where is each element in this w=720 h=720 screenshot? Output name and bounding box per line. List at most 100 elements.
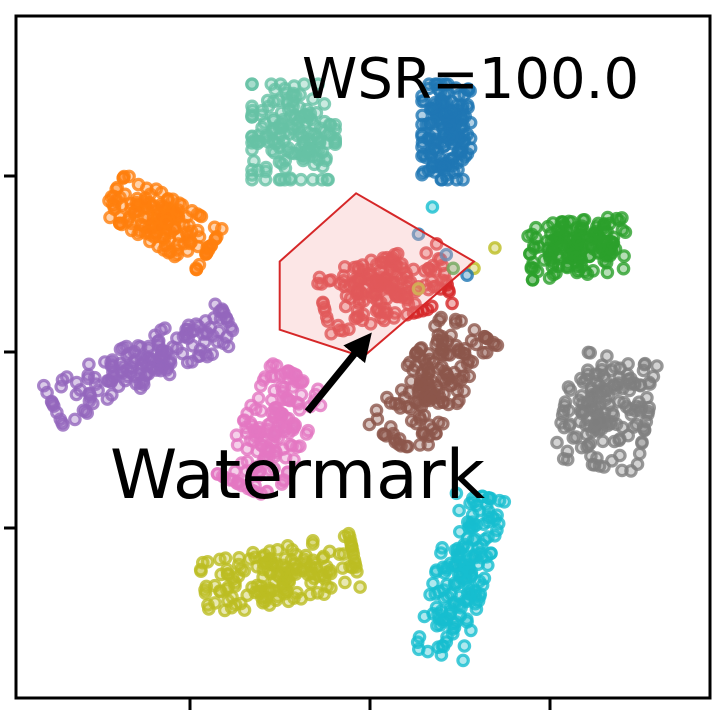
scatter-point-cluster-8 — [246, 545, 260, 560]
scatter-point-cluster-8 — [218, 603, 232, 618]
scatter-point-cluster-9 — [465, 491, 480, 506]
scatter-point-cluster-6 — [256, 373, 271, 387]
scatter-point-cluster-7 — [550, 435, 564, 450]
scatter-point-cluster-1 — [120, 214, 135, 228]
scatter-point-cluster-1 — [189, 262, 204, 277]
scatter-point-cluster-1 — [168, 221, 182, 236]
scatter-point-cluster-5 — [467, 323, 482, 337]
scatter-point-cluster-9 — [426, 576, 440, 591]
scatter-point-cluster-6 — [266, 427, 280, 441]
scatter-point-cluster-3 — [410, 305, 425, 319]
scatter-point-cluster-8 — [305, 537, 320, 551]
scatter-point-cluster-0 — [440, 172, 455, 187]
scatter-point-cluster-4 — [100, 392, 115, 406]
scatter-point-cluster-4 — [68, 412, 82, 427]
scatter-point-cluster-10 — [284, 146, 298, 160]
scatter-point-cluster-5 — [413, 377, 428, 391]
scatter-point-cluster-7 — [612, 432, 627, 446]
scatter-point-cluster-1 — [194, 209, 209, 224]
scatter-point-cluster-3 — [385, 264, 400, 278]
scatter-point-cluster-2 — [525, 227, 539, 242]
scatter-point-cluster-1 — [157, 243, 171, 257]
scatter-point-cluster-6 — [248, 402, 263, 416]
scatter-point-cluster-3 — [381, 280, 396, 295]
scatter-point-cluster-9 — [484, 546, 498, 560]
scatter-point-cluster-10 — [255, 120, 269, 135]
scatter-point-cluster-10 — [258, 164, 273, 179]
scatter-point-cluster-7 — [554, 415, 568, 430]
scatter-point-cluster-3 — [435, 273, 450, 288]
scatter-point-cluster-8 — [346, 547, 361, 562]
scatter-point-cluster-8 — [338, 575, 352, 590]
scatter-point-cluster-6 — [261, 441, 276, 455]
scatter-point-cluster-7 — [621, 357, 635, 371]
scatter-point-cluster-6 — [239, 464, 254, 478]
scatter-point-cluster-5 — [437, 342, 451, 357]
scatter-point-cluster-4 — [120, 369, 135, 384]
scatter-point-cluster-8 — [343, 534, 358, 548]
scatter-point-cluster-5 — [434, 310, 448, 325]
scatter-point-cluster-1 — [128, 205, 142, 219]
scatter-point-cluster-2 — [550, 222, 565, 237]
scatter-point-cluster-6 — [251, 391, 266, 405]
scatter-point-cluster-9 — [434, 546, 448, 560]
scatter-point-cluster-8 — [261, 564, 276, 578]
scatter-point-cluster-1 — [131, 177, 146, 192]
scatter-point-cluster-4 — [216, 336, 231, 351]
scatter-point-cluster-7 — [595, 381, 610, 396]
scatter-point-cluster-10 — [290, 128, 305, 143]
scatter-point-cluster-5 — [437, 387, 451, 401]
scatter-point-cluster-2 — [592, 239, 607, 253]
scatter-point-cluster-2 — [599, 255, 614, 270]
scatter-point-cluster-8 — [240, 588, 254, 602]
scatter-point-cluster-2 — [608, 242, 623, 256]
scatter-point-cluster-3 — [337, 279, 352, 294]
scatter-point-cluster-8 — [307, 571, 321, 586]
scatter-point-cluster-4 — [158, 321, 172, 335]
scatter-point-cluster-7 — [584, 449, 598, 463]
scatter-point-cluster-6 — [263, 416, 278, 431]
scatter-point-cluster-5 — [476, 345, 491, 360]
scatter-point-cluster-10 — [245, 136, 259, 150]
scatter-point-cluster-4 — [46, 399, 61, 413]
scatter-point-cluster-9 — [447, 616, 461, 631]
scatter-point-cluster-9 — [450, 545, 465, 560]
scatter-point-stray — [446, 261, 460, 276]
scatter-point-cluster-9 — [456, 653, 470, 668]
scatter-point-cluster-2 — [612, 213, 626, 228]
scatter-point-cluster-6 — [294, 387, 309, 402]
scatter-point-cluster-1 — [117, 169, 131, 184]
annotation-layer: WSR=100.0 Watermark — [110, 47, 639, 515]
scatter-point-cluster-2 — [554, 240, 568, 254]
scatter-point-cluster-8 — [274, 566, 289, 581]
scatter-point-cluster-6 — [254, 487, 268, 501]
watermark-region — [278, 192, 476, 359]
scatter-point-cluster-5 — [431, 415, 446, 430]
scatter-point-cluster-10 — [306, 92, 320, 106]
scatter-point-cluster-10 — [310, 131, 325, 145]
scatter-point-cluster-8 — [232, 557, 246, 572]
scatter-point-cluster-9 — [447, 598, 462, 612]
scatter-point-cluster-0 — [461, 82, 476, 97]
scatter-point-cluster-4 — [82, 357, 96, 372]
scatter-point-cluster-7 — [626, 420, 641, 434]
scatter-point-cluster-3 — [333, 323, 347, 337]
scatter-point-cluster-4 — [200, 349, 214, 364]
scatter-point-cluster-2 — [570, 265, 584, 280]
scatter-point-cluster-4 — [180, 355, 195, 370]
scatter-point-cluster-10 — [302, 141, 316, 156]
scatter-point-cluster-0 — [426, 114, 440, 128]
scatter-point-cluster-8 — [228, 575, 242, 590]
scatter-point-cluster-9 — [482, 491, 496, 505]
scatter-point-cluster-10 — [275, 157, 289, 171]
scatter-point-cluster-6 — [279, 392, 294, 406]
scatter-point-cluster-10 — [315, 159, 330, 174]
scatter-point-cluster-7 — [615, 463, 629, 478]
scatter-point-cluster-7 — [597, 460, 611, 474]
scatter-point-cluster-4 — [215, 303, 230, 318]
scatter-point-cluster-6 — [248, 424, 262, 438]
scatter-point-cluster-6 — [240, 442, 254, 456]
scatter-point-cluster-2 — [549, 266, 563, 280]
scatter-point-cluster-2 — [617, 249, 631, 263]
scatter-point-cluster-9 — [449, 486, 464, 501]
